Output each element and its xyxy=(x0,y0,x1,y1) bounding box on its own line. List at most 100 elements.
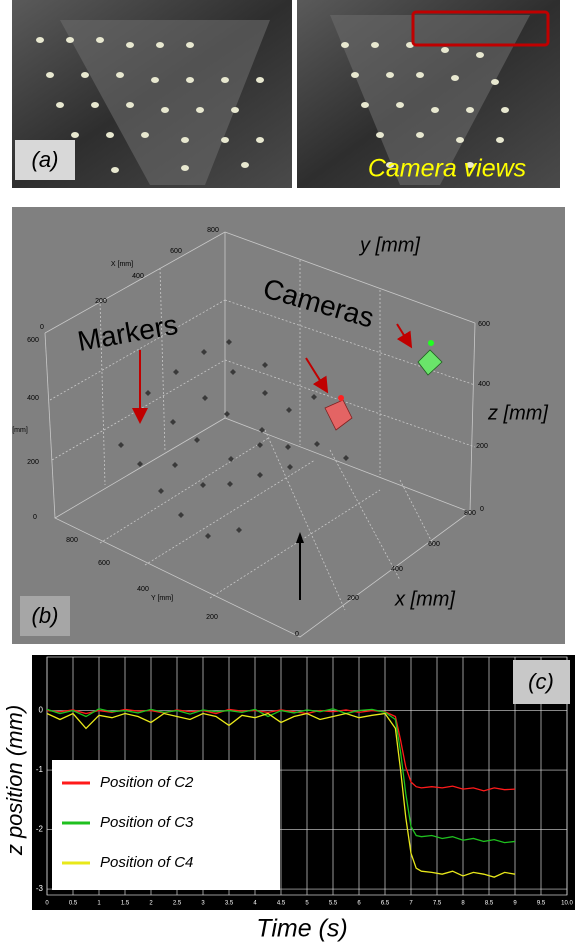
photo-marker xyxy=(386,72,394,78)
axis-tick-label: 200 xyxy=(95,298,107,305)
photo-marker xyxy=(181,165,189,171)
photo-marker xyxy=(351,72,359,78)
axis-tick-label: 0 xyxy=(295,631,299,638)
photo-marker xyxy=(341,42,349,48)
photo-marker xyxy=(256,77,264,83)
photo-marker xyxy=(416,72,424,78)
x-tick-label: 1.5 xyxy=(121,901,130,907)
camera-point xyxy=(338,395,344,401)
x-tick-label: 6.5 xyxy=(381,901,390,907)
photo-marker xyxy=(161,107,169,113)
axis-tick-label: [mm] xyxy=(12,427,28,434)
photo-marker xyxy=(456,137,464,143)
photo-marker xyxy=(181,137,189,143)
camera-point xyxy=(428,340,434,346)
photo-marker xyxy=(476,52,484,58)
axis-tick-label: 400 xyxy=(391,566,403,573)
photo-marker xyxy=(466,107,474,113)
panel-b: Markers Cameras y [mm] z [mm] x [mm] (b)… xyxy=(12,207,565,644)
axis-tick-label: 600 xyxy=(428,541,440,548)
axis-tick-label: 400 xyxy=(137,586,149,593)
panel-label: (b) xyxy=(32,603,59,628)
page: (a) Camera views Markers Cameras y [mm] … xyxy=(0,0,577,948)
axis-title: z [mm] xyxy=(487,402,548,424)
axis-tick-label: 800 xyxy=(66,537,78,544)
x-tick-label: 4.5 xyxy=(277,901,286,907)
axis-tick-label: 400 xyxy=(132,273,144,280)
axis-title: x [mm] xyxy=(394,588,455,610)
photo-marker xyxy=(496,137,504,143)
photo-marker xyxy=(416,132,424,138)
photo-marker xyxy=(36,37,44,43)
photo-marker xyxy=(186,77,194,83)
panel-a: (a) Camera views xyxy=(12,0,560,188)
photo-marker xyxy=(66,37,74,43)
panel-label: (c) xyxy=(528,669,554,694)
y-axis-title: z position (mm) xyxy=(2,705,27,856)
panel-label: (a) xyxy=(32,147,59,172)
axis-tick-label: Y [mm] xyxy=(151,595,173,602)
axis-tick-label: 200 xyxy=(27,459,39,466)
axis-tick-label: 200 xyxy=(206,614,218,621)
photo-marker xyxy=(151,77,159,83)
photo-marker xyxy=(361,102,369,108)
x-tick-label: 5.5 xyxy=(329,901,338,907)
photo-marker xyxy=(71,132,79,138)
photo-marker xyxy=(56,102,64,108)
photo-marker xyxy=(141,132,149,138)
axis-title: y [mm] xyxy=(358,234,420,256)
axis-tick-label: 400 xyxy=(478,381,490,388)
axis-tick-label: 200 xyxy=(347,595,359,602)
photo-marker xyxy=(96,37,104,43)
panel-background xyxy=(12,207,565,644)
axis-tick-label: 200 xyxy=(476,443,488,450)
y-tick-label: -2 xyxy=(36,825,44,834)
photo-marker xyxy=(116,72,124,78)
photo-marker xyxy=(441,47,449,53)
photo-marker xyxy=(376,132,384,138)
photo-marker xyxy=(451,75,459,81)
x-axis-title: Time (s) xyxy=(256,915,347,943)
photo-marker xyxy=(501,107,509,113)
photo-marker xyxy=(396,102,404,108)
axis-tick-label: X [mm] xyxy=(111,261,133,268)
x-tick-label: 3.5 xyxy=(225,901,234,907)
photo-marker xyxy=(91,102,99,108)
photo-marker xyxy=(256,137,264,143)
photo-marker xyxy=(81,72,89,78)
photo-marker xyxy=(106,132,114,138)
photo-marker xyxy=(371,42,379,48)
photo-marker xyxy=(156,42,164,48)
axis-tick-label: 600 xyxy=(170,248,182,255)
photo-marker xyxy=(196,107,204,113)
x-tick-label: 10.0 xyxy=(561,901,573,907)
y-tick-label: -1 xyxy=(36,765,44,774)
photo-marker xyxy=(231,107,239,113)
x-tick-label: 0.5 xyxy=(69,901,78,907)
legend-label: Position of C2 xyxy=(100,774,194,791)
x-tick-label: 9.5 xyxy=(537,901,546,907)
photo-marker xyxy=(186,42,194,48)
photo-marker xyxy=(111,167,119,173)
photo-marker xyxy=(491,79,499,85)
photo-marker xyxy=(126,42,134,48)
axis-tick-label: 0 xyxy=(33,514,37,521)
y-tick-label: 0 xyxy=(39,706,44,715)
photo-marker xyxy=(46,72,54,78)
photo-marker xyxy=(126,102,134,108)
photo-marker xyxy=(241,162,249,168)
photo-marker xyxy=(431,107,439,113)
figure: (a) Camera views Markers Cameras y [mm] … xyxy=(0,0,577,948)
y-tick-label: -3 xyxy=(36,884,44,893)
legend-label: Position of C4 xyxy=(100,854,193,871)
axis-tick-label: 0 xyxy=(40,324,44,331)
axis-tick-label: 800 xyxy=(207,227,219,234)
axis-tick-label: 800 xyxy=(464,510,476,517)
axis-tick-label: 600 xyxy=(98,560,110,567)
x-tick-label: 8.5 xyxy=(485,901,494,907)
x-tick-label: 2.5 xyxy=(173,901,182,907)
axis-tick-label: 600 xyxy=(478,321,490,328)
x-tick-label: 7.5 xyxy=(433,901,442,907)
legend-label: Position of C3 xyxy=(100,814,194,831)
photo-marker xyxy=(221,137,229,143)
